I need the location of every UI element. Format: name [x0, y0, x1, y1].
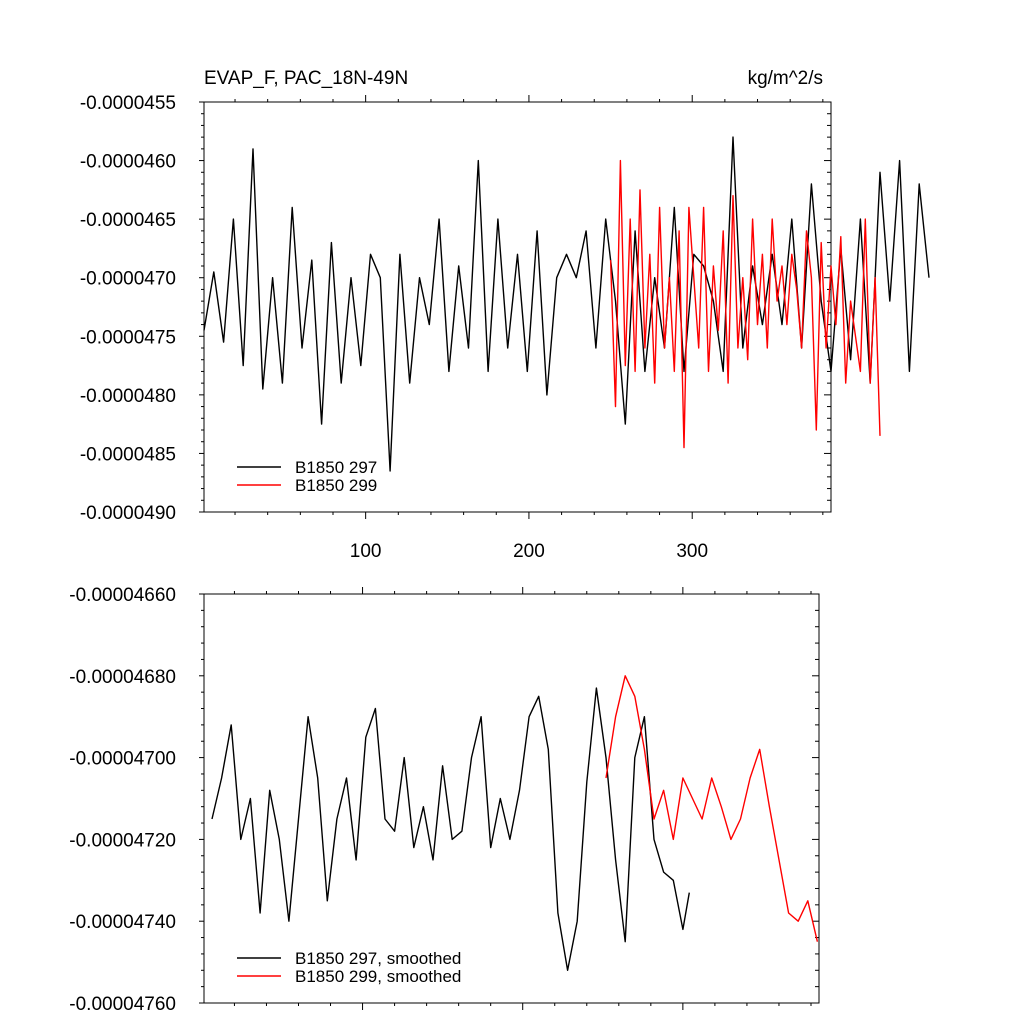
chart-title: EVAP_F, PAC_18N-49N [204, 68, 408, 89]
y-tick-label: -0.0000455 [80, 93, 176, 114]
y-tick-label: -0.0000460 [80, 152, 176, 173]
plot-frame [203, 101, 832, 513]
series-line-2 [609, 159, 881, 449]
y-tick-label: -0.0000480 [80, 386, 176, 407]
x-tick-label: 100 [350, 541, 382, 562]
series-line-1 [211, 687, 690, 971]
y-tick-label: -0.0000490 [80, 503, 176, 524]
legend-label-1: B1850 297, smoothed [295, 949, 461, 968]
y-tick-label: -0.0000475 [80, 327, 176, 348]
y-tick-label: -0.00004720 [69, 830, 176, 851]
x-tick-label: 300 [676, 541, 708, 562]
x-tick-label: 200 [513, 541, 545, 562]
series-line-1 [203, 136, 930, 472]
series-line-2 [605, 675, 819, 942]
y-tick-label: -0.0000465 [80, 210, 176, 231]
legend-label-1: B1850 297 [295, 458, 377, 477]
units-label: kg/m^2/s [748, 68, 823, 89]
y-tick-label: -0.00004660 [69, 585, 176, 606]
plot-frame [203, 593, 820, 1004]
y-tick-label: -0.0000485 [80, 444, 176, 465]
legend-label-2: B1850 299, smoothed [295, 967, 461, 986]
y-tick-label: -0.00004680 [69, 667, 176, 688]
y-tick-label: -0.00004760 [69, 994, 176, 1015]
top-panel: -0.0000455 -0.0000460 -0.0000465 -0.0000470… [80, 68, 930, 562]
y-tick-label: -0.00004740 [69, 912, 176, 933]
y-tick-label: -0.0000470 [80, 269, 176, 290]
y-tick-label: -0.00004700 [69, 749, 176, 770]
legend-label-2: B1850 299 [295, 476, 377, 495]
bottom-panel: -0.00004660 -0.00004680 -0.00004700 -0.0000… [69, 585, 820, 1015]
